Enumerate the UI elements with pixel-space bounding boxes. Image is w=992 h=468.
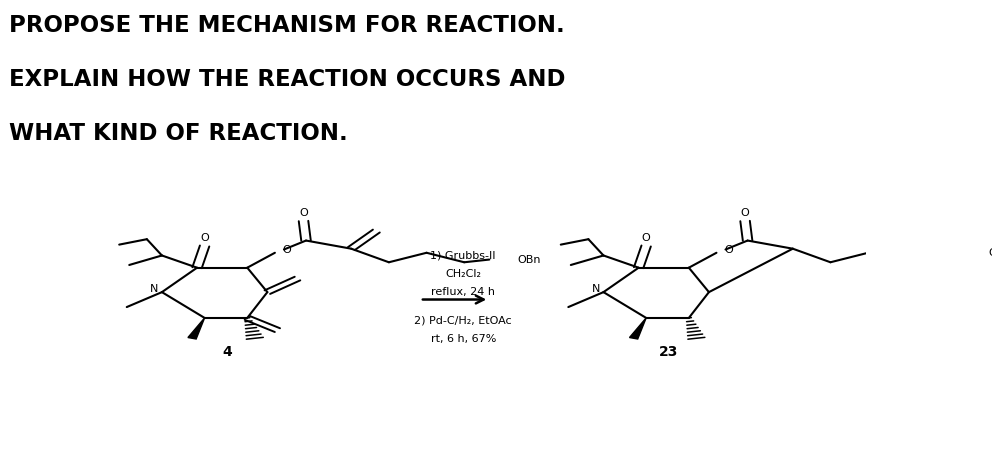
Text: 23: 23: [659, 345, 679, 359]
Text: N: N: [592, 284, 600, 294]
Text: rt, 6 h, 67%: rt, 6 h, 67%: [431, 334, 496, 344]
Text: reflux, 24 h: reflux, 24 h: [432, 287, 495, 298]
Polygon shape: [187, 318, 204, 339]
Text: N: N: [150, 284, 159, 294]
Text: O: O: [741, 208, 750, 219]
Text: O: O: [642, 233, 651, 243]
Text: O: O: [300, 208, 308, 219]
Text: EXPLAIN HOW THE REACTION OCCURS AND: EXPLAIN HOW THE REACTION OCCURS AND: [9, 68, 565, 91]
Text: PROPOSE THE MECHANISM FOR REACTION.: PROPOSE THE MECHANISM FOR REACTION.: [9, 14, 564, 37]
Text: O: O: [200, 233, 209, 243]
Text: WHAT KIND OF REACTION.: WHAT KIND OF REACTION.: [9, 122, 347, 145]
Text: OH: OH: [989, 248, 992, 258]
Text: 4: 4: [222, 345, 232, 359]
Text: 1) Grubbs-II: 1) Grubbs-II: [431, 250, 496, 260]
Text: O: O: [283, 245, 292, 255]
Text: CH₂Cl₂: CH₂Cl₂: [445, 269, 481, 279]
Text: 2) Pd-C/H₂, EtOAc: 2) Pd-C/H₂, EtOAc: [415, 315, 512, 326]
Text: O: O: [724, 245, 733, 255]
Text: OBn: OBn: [517, 255, 541, 264]
Polygon shape: [630, 318, 646, 339]
